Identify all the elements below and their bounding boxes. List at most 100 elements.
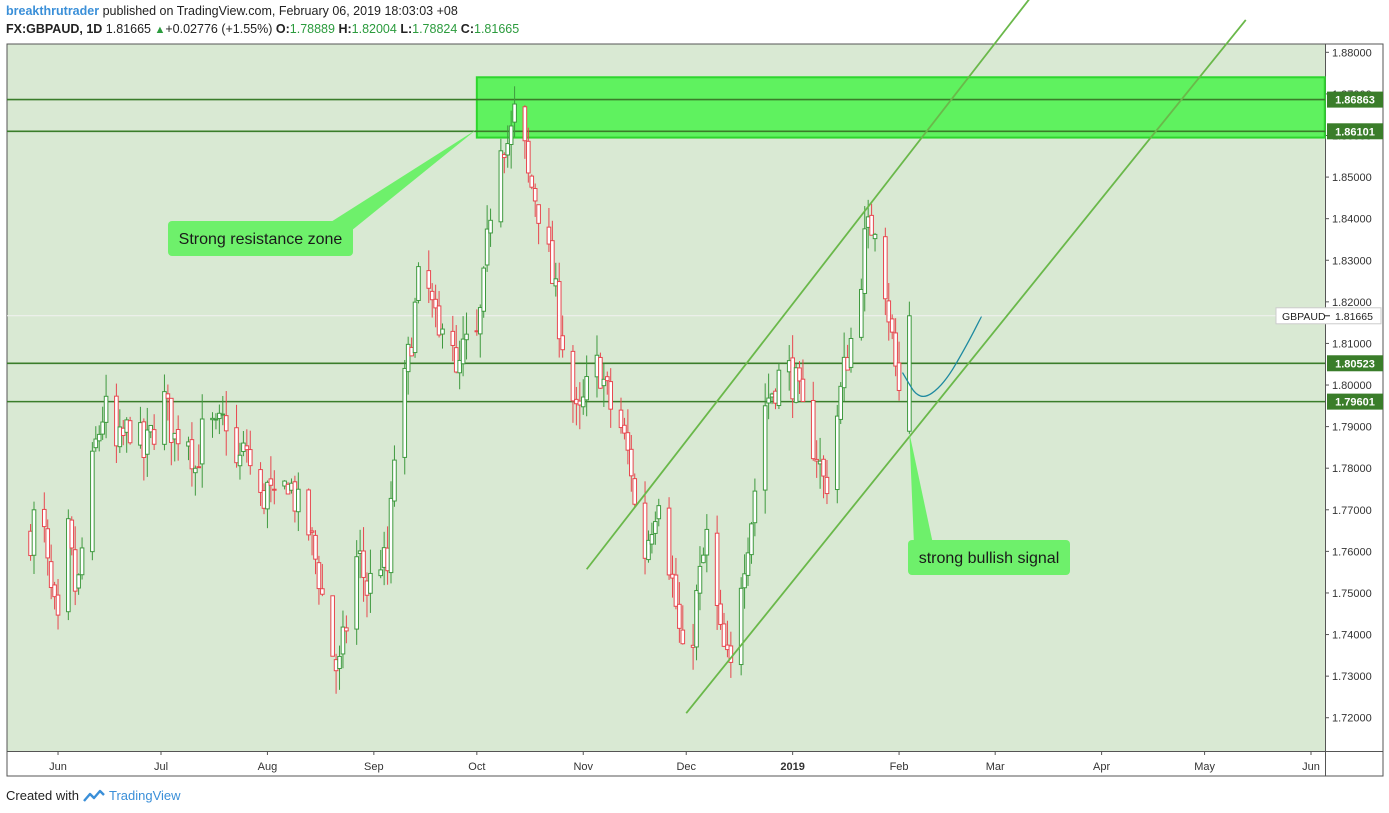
candle-body: [484, 228, 490, 266]
bullish-callout-text: strong bullish signal: [919, 550, 1060, 567]
bullish-callout-box: [908, 540, 1070, 575]
candle-body: [834, 415, 840, 491]
candle-body: [169, 397, 174, 443]
candle-body: [440, 328, 445, 335]
candle-body: [368, 572, 373, 594]
open-label: O:: [275, 22, 290, 36]
candle-body: [580, 396, 586, 408]
candle-body: [618, 409, 624, 429]
candle-body: [810, 399, 816, 460]
x-tick-label: 2019: [780, 761, 804, 773]
candle-body: [55, 594, 61, 616]
candle-body: [632, 478, 638, 505]
candle-body: [896, 362, 902, 391]
candle-body: [429, 290, 435, 301]
candle-body: [704, 528, 710, 556]
candle-body: [340, 626, 346, 655]
candle-body: [869, 214, 874, 236]
candle-body: [498, 150, 504, 223]
tradingview-brand-link[interactable]: TradingView: [108, 788, 181, 803]
candle-body: [268, 478, 274, 486]
candle-body: [512, 103, 517, 123]
candle-body: [532, 188, 538, 202]
price-tag-symbol: GBPAUD: [1282, 311, 1326, 323]
y-tick-label: 1.78000: [1332, 463, 1372, 475]
candle-body: [584, 376, 589, 401]
candle-body: [742, 573, 747, 589]
resistance-callout-text: Strong resistance zone: [179, 231, 343, 248]
candle-body: [622, 424, 627, 434]
candle-body: [505, 143, 511, 156]
candle-body: [604, 376, 610, 382]
candle-body: [677, 603, 682, 629]
candle-body: [244, 445, 250, 451]
candle-body: [460, 338, 466, 365]
candle-body: [361, 550, 366, 578]
candle-body: [330, 595, 335, 657]
candle-body: [738, 587, 744, 666]
candle-body: [862, 228, 868, 294]
candle-body: [282, 480, 287, 487]
close-value: 1.81665: [474, 22, 520, 36]
up-arrow-icon: ▲: [154, 24, 166, 36]
candle-body: [536, 204, 541, 224]
candle-body: [814, 458, 819, 462]
candle-body: [223, 415, 229, 432]
candle-body: [416, 266, 421, 301]
candle-body: [31, 509, 37, 556]
candle-body: [237, 454, 243, 467]
candle-body: [680, 629, 686, 645]
candle-body: [162, 391, 167, 445]
candle-body: [114, 395, 119, 447]
candle-body: [72, 549, 78, 592]
candle-body: [570, 350, 576, 402]
candle-body: [100, 421, 105, 435]
candle-body: [388, 497, 394, 574]
resistance-zone: [475, 76, 1326, 139]
candle-body: [673, 574, 679, 607]
candle-body: [313, 534, 318, 560]
candle-body: [402, 367, 408, 458]
candle-body: [412, 301, 418, 354]
x-tick-label: Dec: [676, 761, 696, 773]
x-tick-label: Jun: [1302, 761, 1320, 773]
y-tick-label: 1.88000: [1332, 47, 1372, 59]
plot-area: [7, 44, 1325, 751]
candle-body: [646, 539, 651, 561]
candle-body: [76, 574, 81, 589]
candle-body: [907, 315, 912, 432]
candle-body: [481, 267, 486, 312]
author-link[interactable]: breakthrutrader: [6, 4, 100, 18]
candle-body: [546, 226, 552, 245]
resistance-callout-pointer: [328, 129, 477, 240]
candle-body: [601, 378, 607, 387]
candle-body: [608, 381, 614, 410]
candle-body: [405, 343, 411, 373]
candle-body: [529, 175, 535, 188]
candle-body: [45, 528, 51, 559]
candle-body: [714, 532, 720, 606]
candle-body: [797, 367, 802, 382]
candles: [28, 86, 912, 694]
y-tick-label: 1.85000: [1332, 172, 1372, 184]
candle-body: [189, 439, 195, 470]
candle-body: [258, 469, 263, 493]
y-tick-label: 1.83000: [1332, 255, 1372, 267]
candle-body: [354, 556, 359, 630]
candle-body: [52, 584, 57, 598]
candle-body: [793, 367, 799, 403]
candle-body: [296, 488, 301, 513]
symbol-line: FX:GBPAUD, 1D 1.81665 ▲+0.02776 (+1.55%)…: [6, 22, 519, 36]
tradingview-logo-icon: [83, 789, 105, 802]
price-change: +0.02776 (+1.55%): [165, 22, 273, 36]
candle-body: [247, 449, 253, 467]
candle-body: [656, 505, 662, 520]
channel-line: [585, 0, 1030, 570]
symbol-label: FX:GBPAUD, 1D: [6, 22, 103, 36]
candle-body: [653, 521, 658, 534]
candle-body: [316, 562, 322, 590]
last-price: 1.81665: [105, 22, 151, 36]
open-value: 1.78889: [289, 22, 335, 36]
level-tag: [1327, 355, 1383, 372]
